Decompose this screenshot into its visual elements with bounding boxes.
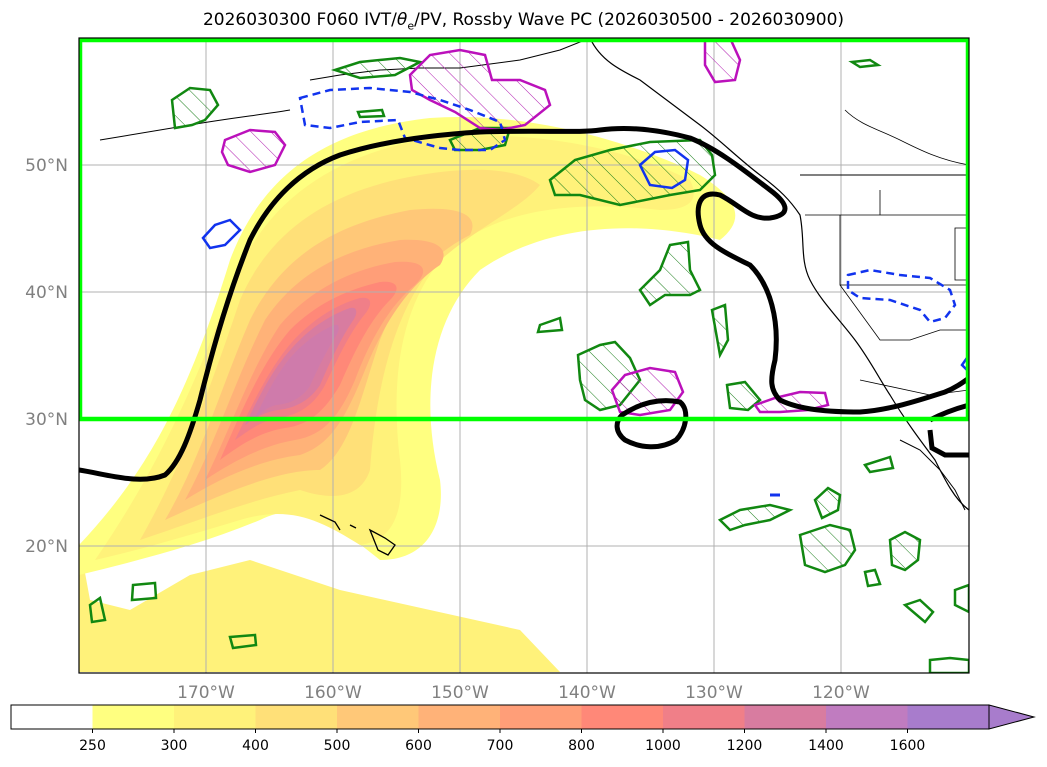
negative-pv-contours [220, 38, 830, 417]
colorbar-segment [174, 705, 256, 729]
map-frame [78, 37, 970, 674]
lat-label-50: 50°N [25, 156, 68, 176]
colorbar-extend-arrow [988, 704, 1036, 730]
colorbar-tick-label: 500 [324, 738, 351, 754]
colorbar-segment [500, 705, 582, 729]
pv-contours [88, 56, 969, 673]
colorbar-tick-label: 300 [161, 738, 188, 754]
map-panel [79, 38, 969, 673]
colorbar-segment [418, 705, 501, 729]
colorbar-tick-label: 700 [487, 738, 514, 754]
colorbar-tick-label: 1600 [890, 738, 926, 754]
ivt-shading [79, 116, 736, 672]
colorbar-segment [663, 705, 745, 729]
lat-label-30: 30°N [25, 410, 68, 430]
colorbar-segment [826, 705, 908, 729]
colorbar-segment [92, 705, 175, 729]
colorbar-segment [255, 705, 338, 729]
latitude-labels: 50°N 40°N 30°N 20°N [25, 156, 68, 557]
colorbar-tick-label: 250 [79, 738, 106, 754]
lon-label-150w: 150°W [431, 683, 489, 703]
colorbar-segment [581, 705, 664, 729]
longitude-labels: 170°W 160°W 150°W 140°W 130°W 120°W [177, 683, 870, 703]
tropopause-contour [79, 125, 969, 482]
map-title: 2026030300 F060 IVT/θe/PV, Rossby Wave P… [202, 10, 845, 33]
region-box [79, 38, 969, 422]
colorbar-segment [11, 705, 93, 729]
colorbar-tick-label: 1200 [727, 738, 763, 754]
colorbar-segment [337, 705, 419, 729]
colorbar-tick-label: 600 [405, 738, 432, 754]
lon-label-160w: 160°W [304, 683, 362, 703]
lon-label-130w: 130°W [685, 683, 743, 703]
colorbar-tick-label: 1400 [808, 738, 844, 754]
colorbar-tick-label: 1000 [645, 738, 681, 754]
colorbar-tick-label: 800 [568, 738, 595, 754]
lat-label-20: 20°N [25, 537, 68, 557]
colorbar: 250 300 400 500 600 700 800 1000 1200 1400 1600 [10, 704, 1036, 754]
theta-e-contours [201, 86, 969, 497]
colorbar-segment [744, 705, 827, 729]
lon-label-120w: 120°W [812, 683, 870, 703]
colorbar-segment [907, 705, 990, 729]
colorbar-tick-label: 400 [242, 738, 269, 754]
lat-label-40: 40°N [25, 283, 68, 303]
lon-label-170w: 170°W [177, 683, 235, 703]
lon-label-140w: 140°W [558, 683, 616, 703]
